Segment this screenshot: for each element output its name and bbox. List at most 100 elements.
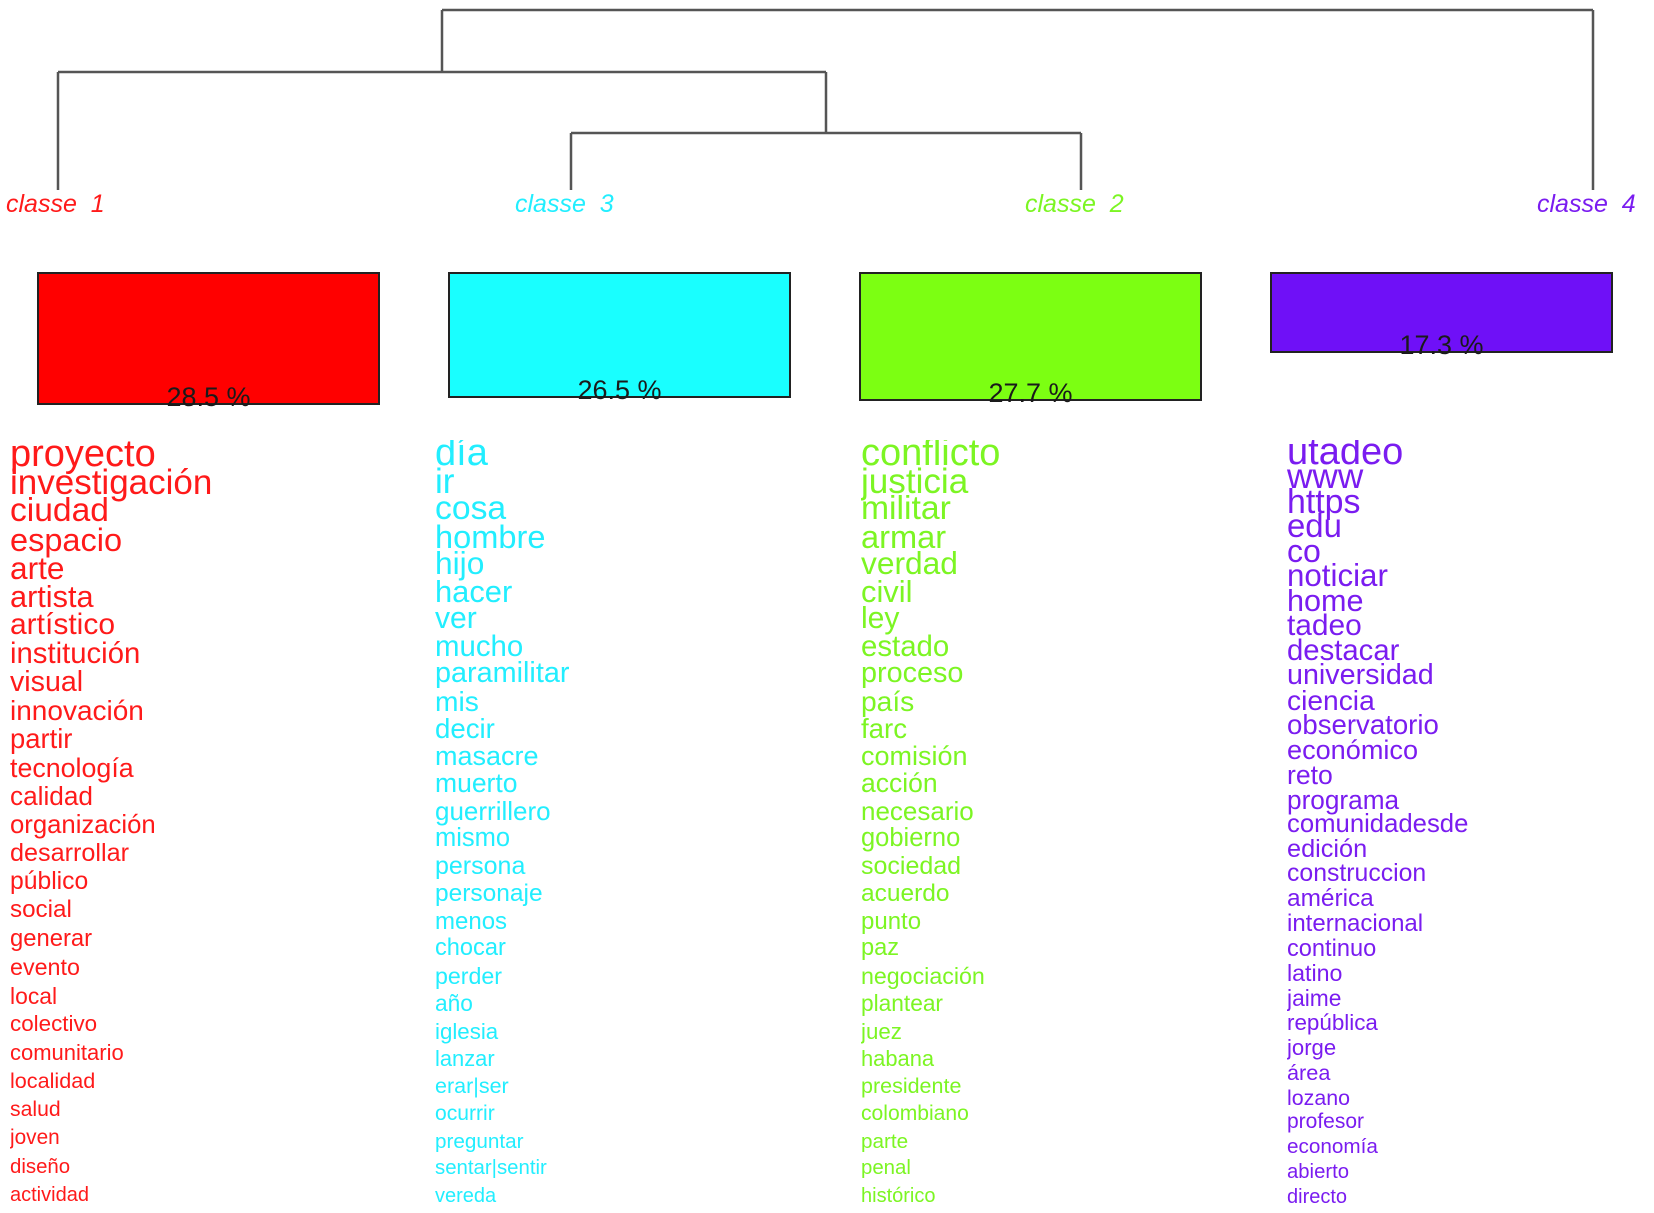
- class-word: civil: [861, 573, 913, 609]
- class-word: gobierno: [861, 824, 961, 852]
- class-word: colectivo: [10, 1011, 98, 1037]
- class-word: social: [10, 896, 72, 924]
- class-word: año: [435, 990, 473, 1016]
- class-word: estado: [861, 629, 950, 663]
- class-word: colombiano: [861, 1102, 969, 1125]
- class-word: home: [1287, 583, 1364, 618]
- class-word: penal: [861, 1157, 911, 1179]
- class-word: profesor: [1287, 1110, 1365, 1134]
- class-word: edu: [1287, 507, 1342, 545]
- class-4-percent: 17.3 %: [1399, 330, 1484, 360]
- class-word: hacer: [435, 573, 513, 609]
- class-word: iglesia: [435, 1018, 499, 1044]
- class-word: construccion: [1287, 860, 1427, 888]
- class-3-word-list: día ir cosa hombre hijo hacer ver mucho paramili…: [435, 440, 815, 1210]
- class-word: jaime: [1287, 985, 1342, 1012]
- class-word: ciudad: [10, 492, 109, 530]
- class-word: mucho: [435, 629, 524, 663]
- class-word: lozano: [1287, 1085, 1351, 1110]
- class-word: ir: [435, 461, 455, 501]
- class-word: presidente: [861, 1073, 962, 1098]
- class-word: diseño: [10, 1155, 71, 1178]
- class-word: paramilitar: [435, 657, 570, 689]
- class-word: innovación: [10, 694, 144, 726]
- class-word: reto: [1287, 759, 1333, 790]
- class-word: punto: [861, 907, 922, 935]
- class-word: acuerdo: [861, 880, 950, 907]
- class-word: acción: [861, 768, 938, 798]
- class-word: justicia: [861, 461, 969, 501]
- class-word: artista: [10, 578, 94, 614]
- class-word: arte: [10, 550, 65, 587]
- class-word: militar: [861, 489, 951, 527]
- class-word: destacar: [1287, 633, 1400, 667]
- class-word: proyecto: [10, 440, 156, 475]
- class-word: artístico: [10, 608, 116, 642]
- class-word: continuo: [1287, 935, 1377, 962]
- class-word: abierto: [1287, 1161, 1350, 1184]
- class-word: www: [1287, 456, 1364, 496]
- class-word: proceso: [861, 657, 964, 689]
- dendrogram-link-root: [440, 8, 1595, 190]
- class-word: conflicto: [861, 440, 1001, 474]
- class-word: parte: [861, 1129, 909, 1153]
- class-word: hombre: [435, 517, 546, 555]
- class-word: armar: [861, 517, 947, 555]
- class-word: joven: [10, 1126, 60, 1150]
- class-word: chocar: [435, 935, 506, 961]
- class-2-percent-box: 27.7 %: [859, 272, 1202, 408]
- class-word: jorge: [1287, 1034, 1337, 1060]
- class-word: noticiar: [1287, 558, 1388, 594]
- class-word: directo: [1287, 1185, 1348, 1208]
- class-word: negociación: [861, 962, 985, 989]
- class-word: américa: [1287, 884, 1374, 912]
- class-word: ocurrir: [435, 1102, 495, 1125]
- class-word: ciencia: [1287, 684, 1375, 717]
- class-1-percent-box: 28.5 %: [37, 272, 380, 412]
- class-word: visual: [10, 666, 84, 699]
- class-word: habana: [861, 1046, 935, 1071]
- class-2-percent: 27.7 %: [988, 378, 1073, 408]
- class-word: tadeo: [1287, 608, 1362, 642]
- class-word: área: [1287, 1059, 1331, 1085]
- class-word: económico: [1287, 733, 1419, 765]
- class-2-word-list: conflicto justicia militar armar verdad civil…: [861, 440, 1241, 1210]
- class-word: decir: [435, 713, 495, 744]
- class-word: vereda: [435, 1184, 497, 1207]
- class-4-word-list: utadeo www https edu co noticiar home tadeo dest…: [1287, 440, 1654, 1210]
- class-word: universidad: [1287, 659, 1434, 692]
- class-word: latino: [1287, 960, 1343, 987]
- class-word: espacio: [10, 521, 123, 558]
- class-word: ver: [435, 602, 477, 635]
- class-word: paz: [861, 935, 900, 961]
- class-word: mis: [435, 684, 479, 717]
- class-word: preguntar: [435, 1129, 524, 1153]
- class-word: https: [1287, 482, 1361, 521]
- class-word: público: [10, 867, 89, 895]
- class-word: masacre: [435, 740, 539, 771]
- class-word: organización: [10, 810, 156, 839]
- class-4-label: classe 4: [1537, 190, 1636, 218]
- class-word: programa: [1287, 784, 1400, 815]
- class-1-percent: 28.5 %: [166, 382, 251, 412]
- class-word: muerto: [435, 768, 518, 798]
- class-word: guerrillero: [435, 795, 551, 826]
- class-word: comisión: [861, 740, 968, 771]
- class-word: personaje: [435, 880, 543, 907]
- class-word: economía: [1287, 1135, 1378, 1159]
- class-word: lanzar: [435, 1046, 495, 1071]
- class-word: internacional: [1287, 909, 1424, 937]
- class-word: hijo: [435, 545, 485, 581]
- class-word: localidad: [10, 1068, 96, 1094]
- class-word: calidad: [10, 781, 93, 812]
- class-word: sociedad: [861, 851, 962, 880]
- class-word: verdad: [861, 545, 958, 581]
- class-word: perder: [435, 962, 503, 989]
- class-word: persona: [435, 851, 526, 880]
- class-3-percent-box: 26.5 %: [448, 272, 791, 405]
- class-word: sentar|sentir: [435, 1157, 547, 1179]
- class-4-percent-box: 17.3 %: [1270, 272, 1613, 360]
- class-word: salud: [10, 1097, 61, 1121]
- dendrogram-link-group-a: [56, 70, 828, 190]
